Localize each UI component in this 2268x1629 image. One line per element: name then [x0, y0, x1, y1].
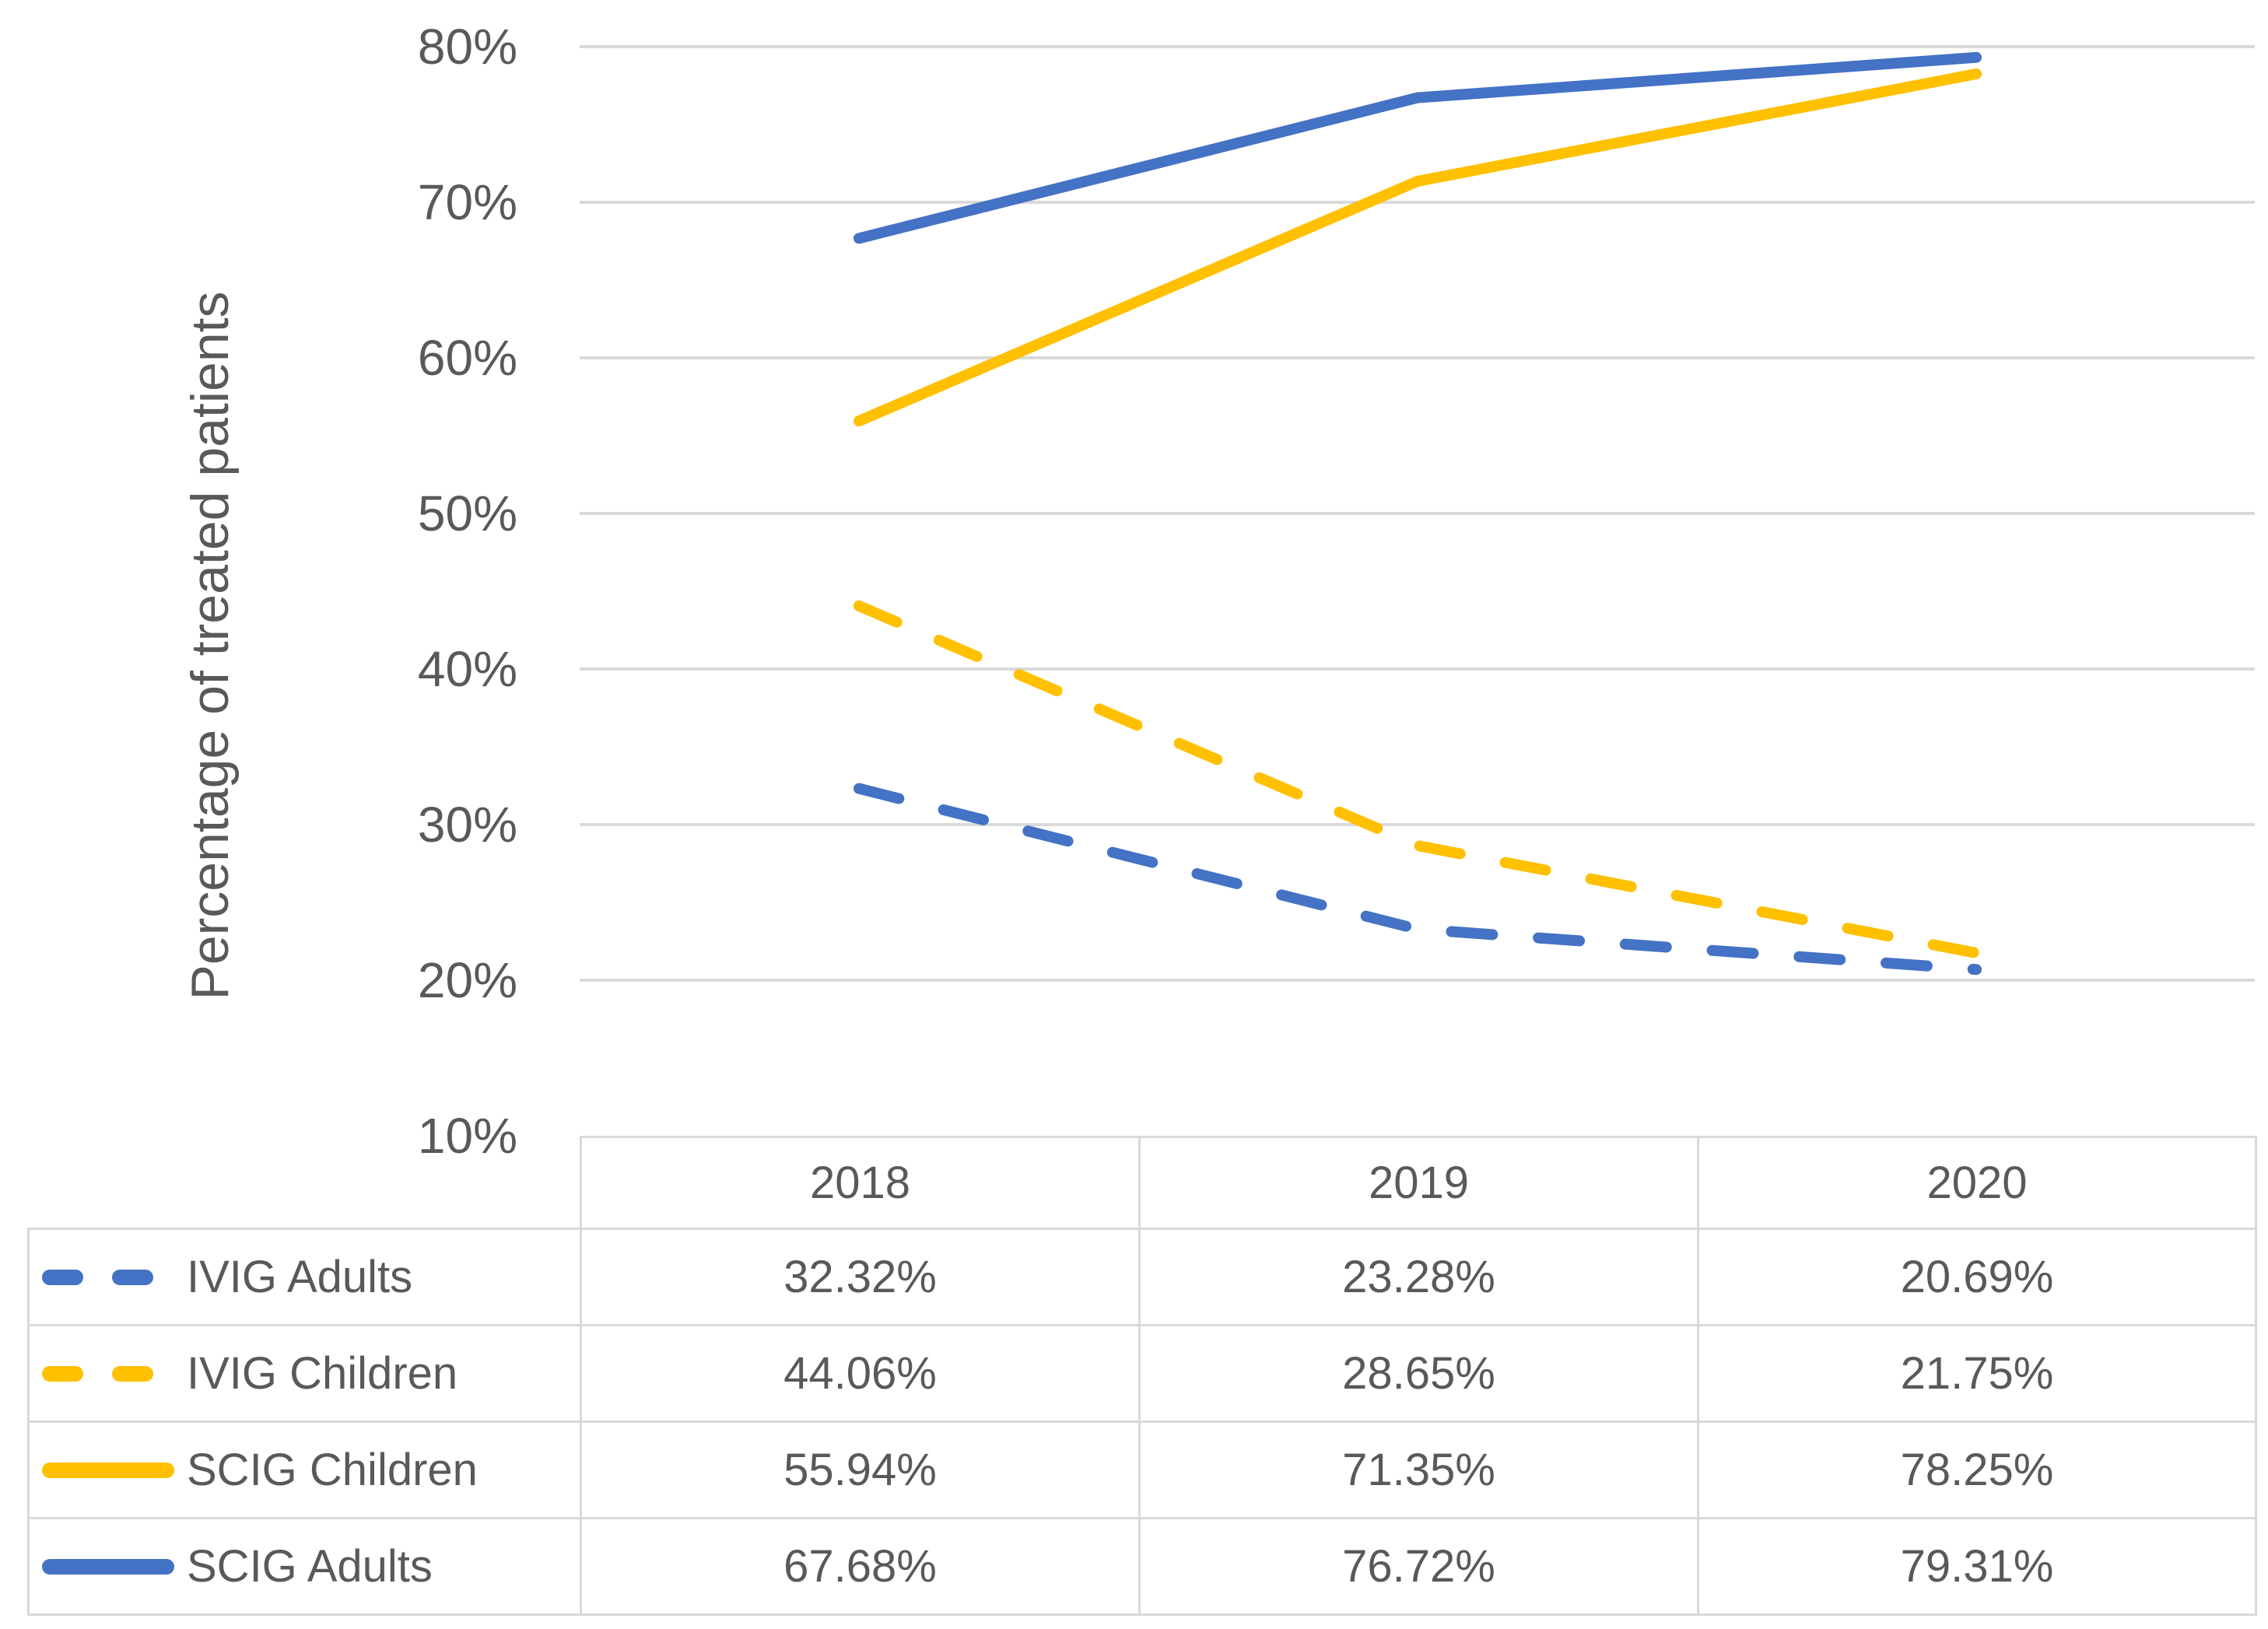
legend-cell-ivig-children: IVIG Children — [27, 1324, 582, 1423]
value-cell-ivig-children-2019: 28.65% — [1138, 1324, 1699, 1423]
value-cell-ivig-adults-2019: 23.28% — [1138, 1228, 1699, 1326]
table-corner-cell — [29, 1137, 581, 1229]
y-tick-label-10: 10% — [417, 1108, 517, 1164]
y-tick-label-20: 20% — [417, 952, 517, 1008]
legend-marker-dashed-line-icon — [42, 1365, 174, 1382]
value-cell-scig-children-2019: 71.35% — [1138, 1421, 1699, 1519]
y-tick-label-30: 30% — [417, 797, 517, 853]
table-row-scig-adults: SCIG Adults 67.68% 76.72% 79.31% — [27, 1517, 2257, 1616]
legend-cell-ivig-adults: IVIG Adults — [27, 1228, 582, 1326]
legend-entry: SCIG Adults — [30, 1540, 580, 1592]
legend-label: IVIG Children — [187, 1348, 458, 1399]
legend-marker-dashed-line-icon — [42, 1269, 174, 1285]
legend-cell-scig-children: SCIG Children — [27, 1421, 582, 1519]
value-cell-scig-adults-2019: 76.72% — [1138, 1517, 1699, 1616]
table-header-row: 2018 2019 2020 — [29, 1136, 2257, 1230]
data-table: 2018 2019 2020 IVIG Adults 32.32% 23.28% 20.69… — [27, 1136, 2257, 1616]
value-cell-ivig-children-2018: 44.06% — [580, 1324, 1141, 1423]
legend-marker-solid-line-icon — [42, 1462, 174, 1478]
year-header-2020: 2020 — [1697, 1136, 2257, 1230]
series-line-scig-children — [854, 68, 1982, 427]
y-tick-label-40: 40% — [417, 641, 517, 697]
value-cell-scig-adults-2020: 79.31% — [1697, 1517, 2257, 1616]
value-cell-scig-adults-2018: 67.68% — [580, 1517, 1141, 1616]
table-row-ivig-children: IVIG Children 44.06% 28.65% 21.75% — [27, 1324, 2257, 1423]
y-tick-label-50: 50% — [417, 485, 517, 541]
plot-area — [580, 45, 2255, 982]
y-tick-label-60: 60% — [417, 330, 517, 386]
legend-label: SCIG Children — [187, 1445, 478, 1495]
series-line-ivig-children — [854, 600, 1982, 958]
legend-marker-solid-line-icon — [42, 1558, 174, 1575]
legend-entry: SCIG Children — [30, 1444, 580, 1496]
legend-entry: IVIG Children — [30, 1347, 580, 1400]
value-cell-ivig-children-2020: 21.75% — [1697, 1324, 2257, 1423]
table-row-scig-children: SCIG Children 55.94% 71.35% 78.25% — [27, 1421, 2257, 1519]
legend-label: SCIG Adults — [187, 1541, 433, 1592]
legend-entry: IVIG Adults — [30, 1251, 580, 1303]
y-tick-label-80: 80% — [417, 19, 517, 75]
value-cell-scig-children-2020: 78.25% — [1697, 1421, 2257, 1519]
table-row-ivig-adults: IVIG Adults 32.32% 23.28% 20.69% — [27, 1228, 2257, 1326]
value-cell-scig-children-2018: 55.94% — [580, 1421, 1141, 1519]
y-axis-title: Percentage of treated patients — [181, 291, 240, 1000]
value-cell-ivig-adults-2020: 20.69% — [1697, 1228, 2257, 1326]
legend-label: IVIG Adults — [187, 1252, 413, 1302]
year-header-2018: 2018 — [580, 1136, 1141, 1230]
legend-cell-scig-adults: SCIG Adults — [27, 1517, 582, 1616]
year-header-2019: 2019 — [1138, 1136, 1699, 1230]
series-line-scig-adults — [854, 51, 1982, 244]
value-cell-ivig-adults-2018: 32.32% — [580, 1228, 1141, 1326]
series-line-ivig-adults — [854, 783, 1982, 976]
y-tick-label-70: 70% — [417, 174, 517, 230]
